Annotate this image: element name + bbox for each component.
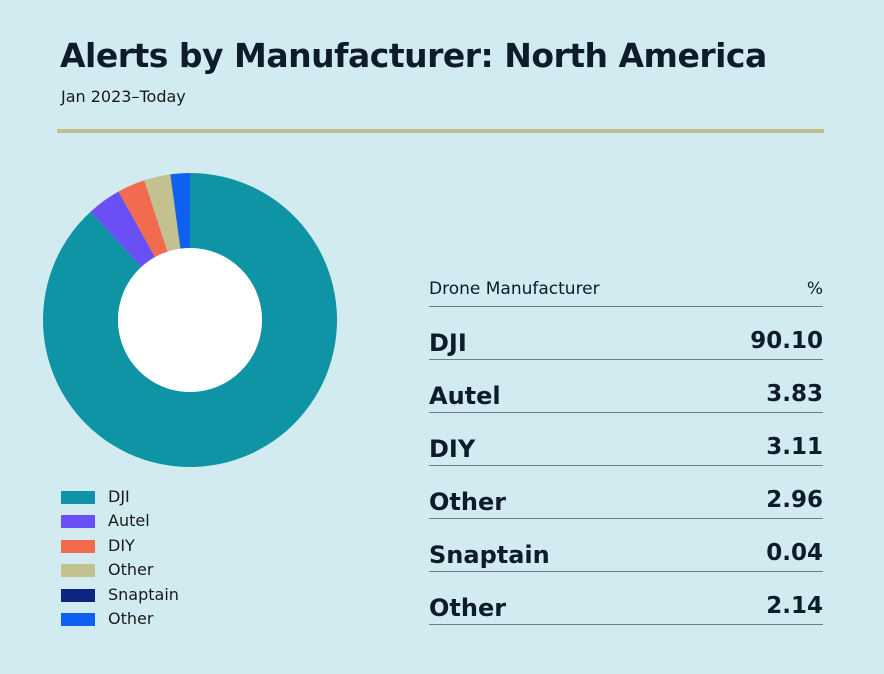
row-manufacturer: DJI [429, 329, 467, 357]
legend-swatch [61, 539, 95, 553]
row-manufacturer: Other [429, 594, 507, 622]
legend-swatch [61, 491, 95, 504]
chart-subtitle: Jan 2023–Today [61, 87, 186, 106]
header-divider [57, 129, 824, 133]
legend-label: Autel [108, 511, 150, 531]
legend-label: Other [108, 608, 154, 628]
legend-swatch [61, 515, 95, 529]
table-row: Autel 3.83 [429, 360, 823, 413]
donut-slice-other-3 [144, 174, 181, 252]
row-manufacturer: Autel [429, 382, 501, 410]
donut-slice-snaptain-4 [170, 174, 181, 249]
row-manufacturer: Snaptain [429, 541, 550, 569]
table-row: DJI 90.10 [429, 307, 823, 360]
row-percent: 2.14 [766, 593, 823, 619]
legend-swatch [61, 564, 95, 578]
row-percent: 0.04 [766, 540, 823, 566]
legend-label: Other [108, 560, 154, 580]
table-row: Other 2.96 [429, 466, 823, 519]
chart-title: Alerts by Manufacturer: North America [60, 36, 767, 75]
table-body: DJI 90.10 Autel 3.83 DIY 3.11 Other 2.96 Snaptai… [429, 307, 823, 625]
row-percent: 2.96 [766, 487, 823, 513]
table-row: Snaptain 0.04 [429, 519, 823, 572]
legend-swatch [61, 612, 95, 626]
row-percent: 3.83 [766, 381, 823, 407]
header-manufacturer: Drone Manufacturer [429, 279, 600, 299]
donut-hole [118, 248, 262, 392]
table-row: Other 2.14 [429, 572, 823, 625]
legend-label: DIY [108, 535, 135, 555]
row-manufacturer: DIY [429, 435, 476, 463]
data-table: Drone Manufacturer % DJI 90.10 Autel 3.83 DI… [429, 276, 823, 625]
donut-slice-autel-1 [90, 191, 156, 267]
legend-label: DJI [108, 487, 130, 506]
row-percent: 90.10 [750, 328, 823, 354]
table-row: DIY 3.11 [429, 413, 823, 466]
donut-slice-other-5 [170, 173, 190, 249]
table-header: Drone Manufacturer % [429, 276, 823, 307]
legend-label: Snaptain [108, 584, 179, 604]
donut-slice-dji-0 [43, 173, 337, 467]
donut-slice-diy-2 [118, 180, 168, 258]
row-manufacturer: Other [429, 488, 507, 516]
row-percent: 3.11 [766, 434, 823, 460]
donut-chart [43, 173, 337, 467]
header-percent: % [806, 279, 823, 299]
legend-swatch [61, 588, 95, 602]
